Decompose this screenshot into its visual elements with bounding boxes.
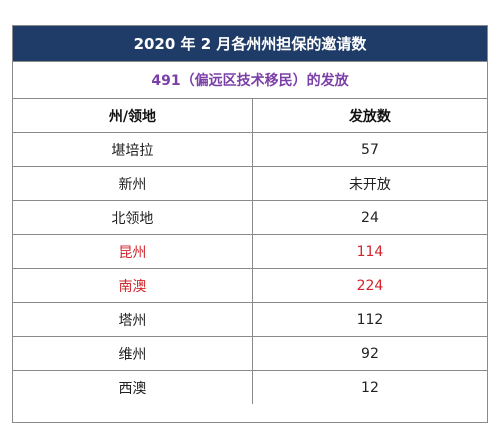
table-row: 堪培拉 57: [13, 132, 487, 167]
table-title: 2020 年 2 月各州州担保的邀请数: [13, 26, 487, 62]
count-cell: 114: [252, 234, 487, 269]
column-header-state: 州/领地: [13, 99, 253, 133]
state-cell: 北领地: [13, 200, 253, 235]
table-frame: 2020 年 2 月各州州担保的邀请数 491（偏远区技术移民）的发放 州/领地…: [12, 25, 488, 423]
table-row: 北领地 24: [13, 200, 487, 235]
table-row: 新州 未开放: [13, 166, 487, 201]
table-header-row: 州/领地 发放数: [13, 99, 487, 133]
table-row: 西澳 12: [13, 370, 487, 404]
state-cell: 塔州: [13, 302, 253, 337]
invitation-table: 州/领地 发放数 堪培拉 57 新州 未开放 北领地 24 昆州 114 南澳 224 塔州 112 维…: [13, 99, 487, 404]
count-cell: 24: [252, 200, 487, 235]
state-cell: 西澳: [13, 370, 253, 404]
table-row: 维州 92: [13, 336, 487, 371]
state-cell: 新州: [13, 166, 253, 201]
count-cell: 57: [252, 132, 487, 167]
count-cell: 224: [252, 268, 487, 303]
state-cell: 堪培拉: [13, 132, 253, 167]
column-header-count: 发放数: [252, 99, 487, 133]
table-subtitle: 491（偏远区技术移民）的发放: [13, 62, 487, 99]
state-cell: 南澳: [13, 268, 253, 303]
count-cell: 92: [252, 336, 487, 371]
state-cell: 昆州: [13, 234, 253, 269]
state-cell: 维州: [13, 336, 253, 371]
count-cell: 112: [252, 302, 487, 337]
table-row: 南澳 224: [13, 268, 487, 303]
count-cell: 12: [361, 379, 379, 396]
table-row: 昆州 114: [13, 234, 487, 269]
table-row: 塔州 112: [13, 302, 487, 337]
count-cell: 未开放: [252, 166, 487, 201]
